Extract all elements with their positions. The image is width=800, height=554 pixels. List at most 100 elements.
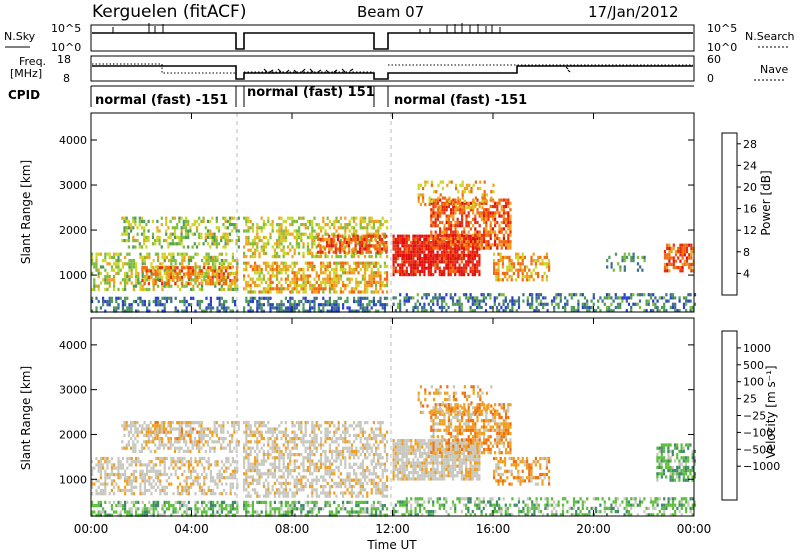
velocity-data-cell <box>337 504 340 508</box>
power-data-cell <box>668 256 671 260</box>
velocity-data-cell <box>245 437 248 441</box>
power-data-cell <box>205 252 208 256</box>
velocity-data-cell <box>237 424 240 428</box>
power-data-cell <box>553 296 556 300</box>
power-data-cell <box>386 271 389 275</box>
power-data-cell <box>344 287 347 291</box>
power-data-cell <box>456 253 459 257</box>
power-data-cell <box>583 305 587 310</box>
power-data-cell <box>97 252 100 256</box>
velocity-data-cell <box>377 507 380 511</box>
velocity-data-cell <box>328 510 331 514</box>
power-data-cell <box>148 287 151 291</box>
velocity-data-cell <box>125 443 128 447</box>
power-data-cell <box>180 282 183 286</box>
power-data-cell <box>183 309 186 313</box>
power-data-cell <box>375 232 378 236</box>
power-data-cell <box>256 271 259 275</box>
power-data-cell <box>311 255 314 259</box>
power-data-cell <box>350 237 353 241</box>
power-data-cell <box>278 226 281 230</box>
power-data-cell <box>353 216 356 220</box>
power-data-cell <box>106 252 109 256</box>
power-data-cell <box>545 275 548 279</box>
power-data-cell <box>375 274 378 278</box>
velocity-data-cell <box>191 427 194 431</box>
velocity-data-cell <box>194 476 197 480</box>
power-data-cell <box>176 235 179 239</box>
power-data-cell <box>423 266 426 270</box>
power-data-cell <box>682 296 686 300</box>
velocity-data-cell <box>95 456 98 461</box>
power-data-cell <box>546 309 549 313</box>
power-data-cell <box>491 227 494 231</box>
power-data-cell <box>472 199 475 203</box>
power-data-cell <box>476 260 479 264</box>
power-data-cell <box>243 287 246 291</box>
velocity-data-cell <box>148 488 151 493</box>
power-data-cell <box>553 299 556 303</box>
power-data-cell <box>572 293 576 297</box>
power-data-cell <box>493 302 496 306</box>
velocity-data-cell <box>170 472 173 477</box>
velocity-data-cell <box>180 427 183 431</box>
power-data-cell <box>298 229 301 233</box>
power-data-cell <box>163 303 166 307</box>
power-data-cell <box>126 278 129 282</box>
velocity-data-cell <box>137 456 140 461</box>
power-data-cell <box>438 305 441 310</box>
velocity-data-cell <box>136 427 139 431</box>
power-data-cell <box>222 282 225 286</box>
power-data-cell <box>504 275 507 279</box>
velocity-data-cell <box>156 430 159 434</box>
power-data-cell <box>483 180 486 184</box>
velocity-data-cell <box>106 472 109 477</box>
power-data-cell <box>468 183 471 187</box>
velocity-data-cell <box>149 421 152 425</box>
velocity-data-cell <box>191 446 194 450</box>
power-data-cell <box>128 259 131 263</box>
power-data-cell <box>141 278 144 283</box>
velocity-data-cell <box>350 513 353 517</box>
power-data-cell <box>293 299 296 304</box>
velocity-data-cell <box>243 459 246 463</box>
power-data-cell <box>339 277 342 281</box>
velocity-data-cell <box>216 482 219 486</box>
velocity-data-cell <box>213 424 216 428</box>
power-data-cell <box>258 226 261 230</box>
power-data-cell <box>445 204 448 209</box>
velocity-data-cell <box>236 466 239 470</box>
power-data-cell <box>480 299 483 303</box>
velocity-data-cell <box>220 500 223 504</box>
velocity-data-cell <box>247 504 250 508</box>
power-data-cell <box>320 268 323 272</box>
power-data-cell <box>501 262 504 266</box>
power-data-cell <box>396 263 400 267</box>
power-data-cell <box>447 243 450 247</box>
power-data-cell <box>176 284 179 288</box>
velocity-data-cell <box>182 449 185 453</box>
power-data-cell <box>295 219 298 223</box>
power-data-cell <box>392 273 395 277</box>
power-data-cell <box>267 290 270 294</box>
power-data-cell <box>386 296 389 300</box>
power-data-cell <box>158 278 161 283</box>
power-data-cell <box>364 309 367 313</box>
power-data-cell <box>298 309 301 313</box>
power-data-cell <box>377 280 380 284</box>
power-data-cell <box>344 223 347 227</box>
power-data-cell <box>102 299 105 304</box>
velocity-data-cell <box>204 433 207 437</box>
power-data-cell <box>375 271 378 275</box>
power-data-cell <box>331 309 334 313</box>
power-data-cell <box>500 220 503 225</box>
power-data-cell <box>335 264 338 268</box>
power-data-cell <box>322 271 325 275</box>
power-data-cell <box>447 305 450 310</box>
power-y-tick-label: 2000 <box>59 224 87 237</box>
power-data-cell <box>121 239 124 243</box>
power-data-cell <box>313 268 316 272</box>
power-data-cell <box>276 223 279 227</box>
power-data-cell <box>260 229 263 233</box>
